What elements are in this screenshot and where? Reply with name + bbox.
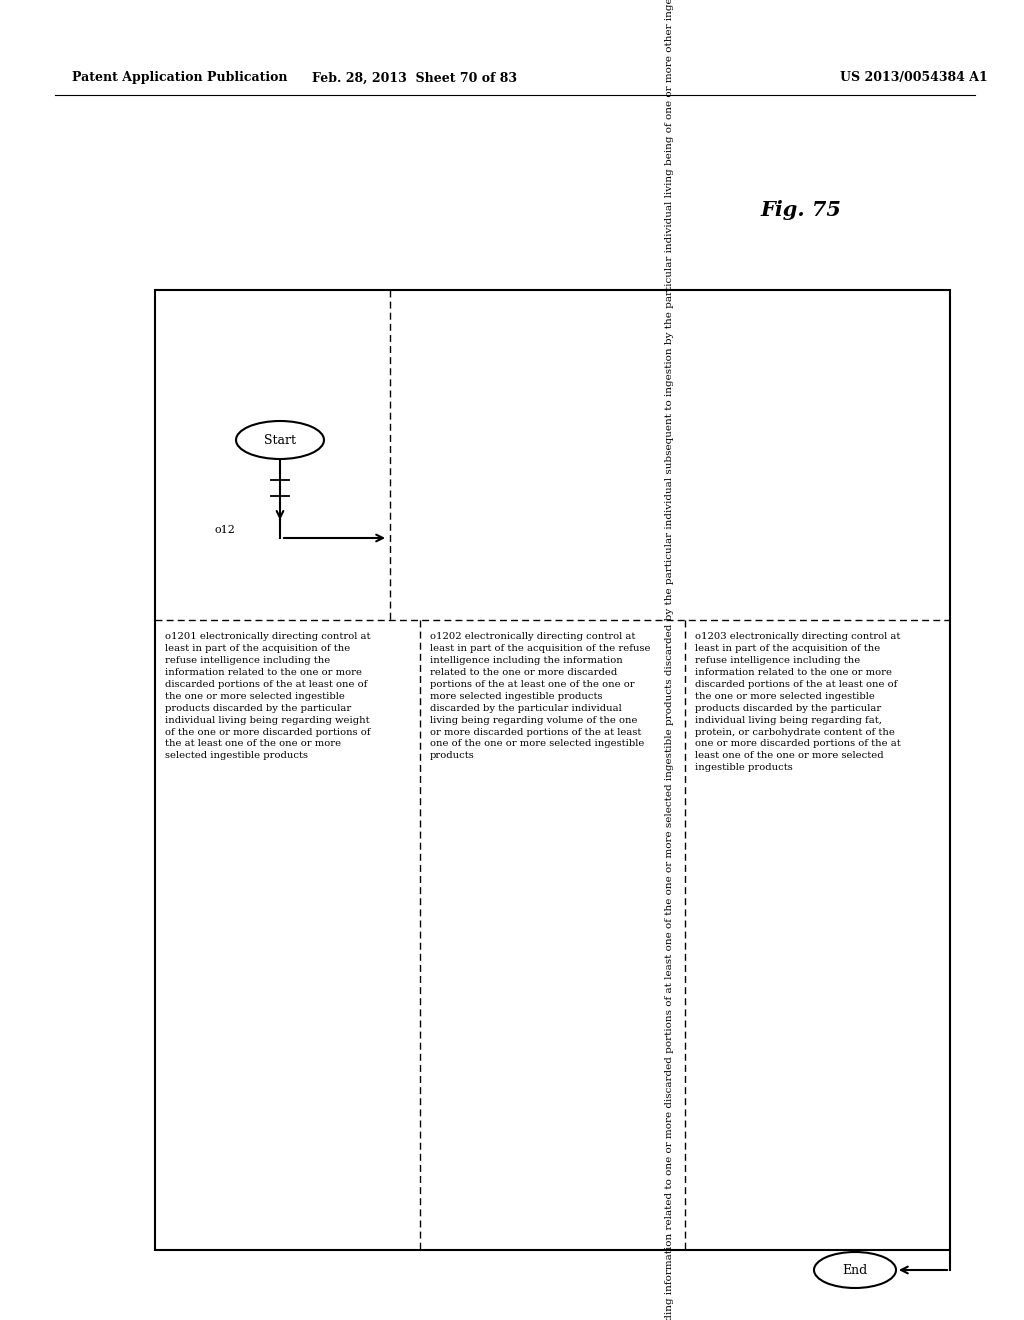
Text: o1201 electronically directing control at
least in part of the acquisition of th: o1201 electronically directing control a… bbox=[165, 632, 371, 760]
Text: o12: o12 bbox=[214, 525, 234, 535]
Text: o1203 electronically directing control at
least in part of the acquisition of th: o1203 electronically directing control a… bbox=[695, 632, 901, 772]
Ellipse shape bbox=[236, 421, 324, 459]
Ellipse shape bbox=[814, 1251, 896, 1288]
Text: Patent Application Publication: Patent Application Publication bbox=[72, 71, 288, 84]
Text: electronically directing control at least in part of acquisition of refuse intel: electronically directing control at leas… bbox=[666, 0, 675, 1320]
Text: o1202 electronically directing control at
least in part of the acquisition of th: o1202 electronically directing control a… bbox=[430, 632, 650, 760]
Text: Feb. 28, 2013  Sheet 70 of 83: Feb. 28, 2013 Sheet 70 of 83 bbox=[312, 71, 517, 84]
Text: Start: Start bbox=[264, 433, 296, 446]
Bar bbox=[155, 290, 950, 1250]
Text: End: End bbox=[843, 1263, 867, 1276]
Text: US 2013/0054384 A1: US 2013/0054384 A1 bbox=[840, 71, 988, 84]
Text: Fig. 75: Fig. 75 bbox=[760, 201, 841, 220]
